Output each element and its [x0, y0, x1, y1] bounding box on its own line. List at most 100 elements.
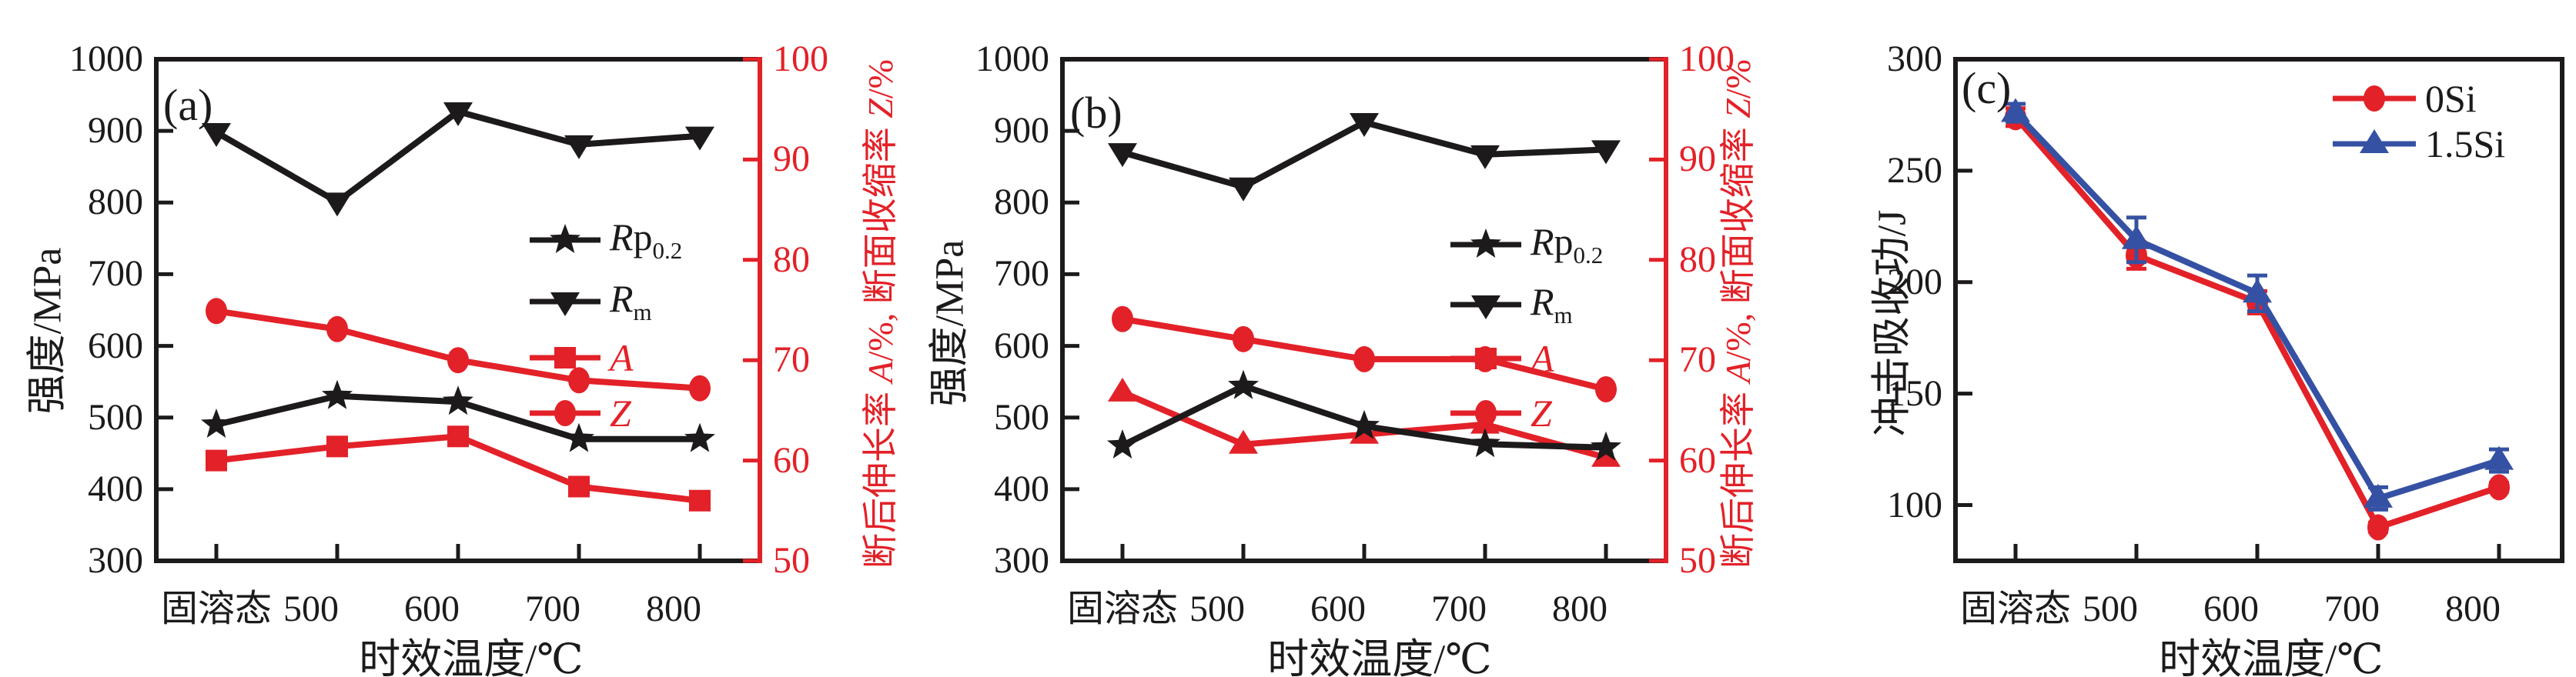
legend-item-a: A: [610, 336, 634, 379]
marker-0si-4: [2488, 474, 2510, 501]
y-tick-label: 900: [994, 110, 1049, 152]
y-axis-title-c: 冲击吸收功/J: [1870, 209, 1915, 437]
legend-item-0si: 0Si: [2425, 77, 2477, 120]
marker-rm-1: [1229, 177, 1258, 202]
y-right-tick-label: 60: [1679, 439, 1716, 481]
legend-item-rp02: Rp0.2: [610, 215, 683, 264]
y-tick-label: 100: [1887, 484, 1942, 525]
legend-marker-rm: [550, 292, 580, 316]
marker-a-4: [689, 489, 711, 512]
y-right-tick-label: 80: [773, 238, 810, 280]
legend-item-z: Z: [610, 392, 631, 435]
y-right-tick-label: 50: [1679, 540, 1716, 581]
legend-marker-z-icon: [1450, 400, 1521, 426]
series-rp02: [201, 379, 715, 452]
y-tick-label: 300: [88, 540, 143, 581]
right-axis-title-a: 断后伸长率 A/%, 断面收缩率 Z/%: [861, 59, 900, 569]
x-tick-label: 700: [1431, 589, 1487, 629]
series-rp02: [1107, 369, 1621, 461]
marker-rp02-4: [684, 422, 715, 452]
marker-rp02-1: [1228, 369, 1259, 399]
marker-rm-3: [564, 135, 594, 159]
marker-rp02-3: [564, 422, 594, 452]
marker-z-1: [1233, 325, 1254, 352]
right-axis-title-b: 断后伸长率 A/%, 断面收缩率 Z/%: [1718, 59, 1758, 569]
y-right-tick-label: 50: [773, 540, 810, 581]
marker-a-1: [326, 435, 348, 458]
y-tick-label: 500: [994, 396, 1049, 438]
x-tick-label: 500: [1189, 589, 1245, 629]
legend-marker-a: [1475, 348, 1497, 369]
marker-rm-4: [685, 126, 714, 151]
legend-marker-rm-icon: [1450, 295, 1521, 319]
marker-rm-1: [323, 192, 352, 217]
marker-z-0: [206, 298, 227, 325]
marker-rm-0: [1108, 143, 1137, 168]
marker-rm-0: [202, 123, 231, 148]
series-rm: [1108, 112, 1621, 202]
x-tick-label: 700: [2324, 589, 2380, 629]
x-tick-label: 600: [2203, 589, 2259, 629]
x-tick-label: 700: [525, 589, 580, 629]
y-tick-label: 200: [1887, 261, 1942, 302]
legend-item-1p5si: 1.5Si: [2425, 122, 2506, 165]
marker-a-3: [568, 475, 590, 498]
marker-a-0: [206, 449, 227, 472]
marker-a-1: [1229, 429, 1258, 454]
y-tick-label: 300: [994, 540, 1049, 581]
x-axis-title-b: 时效温度/℃: [1267, 636, 1492, 677]
series-z: [206, 298, 711, 402]
y-axis-title-b: 强度/MPa: [928, 239, 972, 407]
y-tick-label: 700: [994, 253, 1049, 295]
y-tick-label: 1000: [69, 38, 143, 79]
marker-a-0: [1108, 377, 1137, 402]
y-right-tick-label: 100: [773, 38, 828, 79]
panel-letter-c: (c): [1962, 63, 2012, 113]
marker-1p5si-1: [2122, 225, 2151, 249]
marker-z-4: [1595, 376, 1617, 403]
y-tick-label: 400: [994, 468, 1049, 509]
x-tick-label: 600: [1310, 589, 1366, 629]
legend-marker-rm: [1471, 295, 1500, 319]
marker-z-0: [1112, 305, 1133, 332]
legend-marker-z-icon: [530, 400, 601, 426]
y-tick-label: 600: [88, 325, 143, 366]
x-tick-label: 固溶态: [1959, 589, 2072, 629]
marker-rp02-4: [1591, 431, 1621, 461]
legend-marker-a-icon: [530, 347, 601, 369]
x-axis-title-c: 时效温度/℃: [2159, 636, 2384, 677]
y-tick-label: 800: [994, 182, 1049, 223]
y-tick-label: 600: [994, 325, 1049, 366]
legend-marker-rp02-icon: [1450, 228, 1521, 258]
y-right-tick-label: 80: [1679, 238, 1716, 280]
legend-marker-rm-icon: [530, 292, 601, 316]
y-tick-label: 800: [88, 182, 143, 223]
marker-1p5si-3: [2364, 483, 2393, 508]
y-tick-label: 300: [1887, 38, 1942, 79]
x-tick-label: 固溶态: [160, 589, 273, 629]
panel-b: [1060, 57, 1668, 563]
y-tick-label: 700: [88, 253, 143, 295]
marker-rp02-3: [1470, 428, 1500, 458]
marker-rm-2: [443, 102, 473, 126]
marker-rp02-2: [1349, 409, 1380, 439]
series-1p5si: [2001, 98, 2514, 512]
legend-marker-a-icon: [1450, 348, 1521, 369]
y-tick-label: 900: [88, 110, 143, 152]
legend-marker-0si: [2364, 85, 2385, 112]
x-tick-label: 600: [404, 589, 460, 629]
legend-item-z: Z: [1531, 392, 1552, 435]
marker-rp02-1: [322, 379, 353, 409]
marker-0si-3: [2367, 514, 2389, 541]
marker-1p5si-2: [2243, 278, 2272, 303]
marker-z-1: [326, 315, 348, 342]
x-tick-label: 500: [283, 589, 339, 629]
legend-marker-1p5si: [2360, 129, 2389, 153]
x-tick-label: 500: [2083, 589, 2138, 629]
panel-letter-a: (a): [163, 80, 213, 130]
marker-rm-4: [1591, 140, 1621, 165]
marker-rp02-0: [1107, 429, 1138, 459]
y-tick-label: 500: [88, 396, 143, 438]
marker-rm-2: [1350, 112, 1379, 137]
